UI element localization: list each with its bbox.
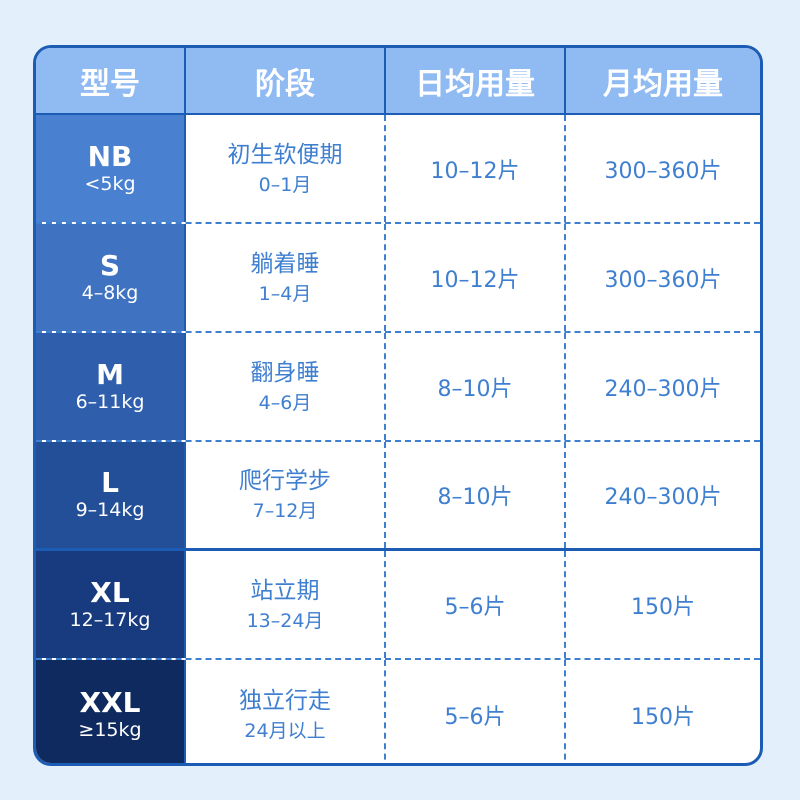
age-range: 4–6月 [258,391,312,414]
daily-usage: 8–10片 [384,442,564,548]
monthly-usage: 150片 [564,551,760,658]
monthly-usage: 300–360片 [564,115,760,222]
table-row: XXL ≥15kg 独立行走 24月以上 5–6片 150片 [36,660,760,763]
stage-cell: 躺着睡 1–4月 [184,224,384,331]
size-cell: L 9–14kg [36,442,184,548]
table-row: M 6–11kg 翻身睡 4–6月 8–10片 240–300片 [36,333,760,442]
stage-name: 独立行走 [239,688,331,714]
age-range: 1–4月 [258,282,312,305]
stage-cell: 站立期 13–24月 [184,551,384,658]
stage-cell: 初生软便期 0–1月 [184,115,384,222]
weight-range: 9–14kg [75,499,145,521]
header-monthly: 月均用量 [564,48,760,113]
stage-cell: 爬行学步 7–12月 [184,442,384,548]
monthly-usage: 240–300片 [564,333,760,440]
size-label: L [101,466,119,499]
size-cell: NB <5kg [36,115,184,222]
header-daily: 日均用量 [384,48,564,113]
stage-name: 翻身睡 [250,359,320,386]
weight-range: 12–17kg [69,608,151,631]
size-chart-table: 型号 阶段 日均用量 月均用量 NB <5kg 初生软便期 0–1月 10–12… [33,45,763,766]
stage-name: 站立期 [250,577,320,604]
header-size: 型号 [80,66,140,102]
stage-name: 初生软便期 [227,141,343,168]
monthly-usage: 240–300片 [564,442,760,548]
size-label: NB [87,139,133,173]
header-stage: 阶段 [184,48,384,113]
size-label: XL [90,575,130,609]
age-range: 7–12月 [252,500,318,522]
weight-range: 4–8kg [81,281,139,304]
stage-cell: 独立行走 24月以上 [184,660,384,763]
daily-usage: 10–12片 [384,224,564,331]
table-row: L 9–14kg 爬行学步 7–12月 8–10片 240–300片 [36,442,760,551]
size-label: S [99,248,121,282]
size-label: XXL [79,686,141,719]
table-row: XL 12–17kg 站立期 13–24月 5–6片 150片 [36,551,760,660]
age-range: 0–1月 [258,173,312,196]
stage-name: 爬行学步 [239,468,331,494]
stage-name: 躺着睡 [250,250,320,277]
table-row: NB <5kg 初生软便期 0–1月 10–12片 300–360片 [36,115,760,224]
weight-range: 6–11kg [75,390,145,413]
daily-usage: 5–6片 [384,551,564,658]
weight-range: ≥15kg [78,719,142,741]
age-range: 13–24月 [246,609,324,632]
size-cell: XXL ≥15kg [36,660,184,763]
monthly-usage: 150片 [564,660,760,763]
age-range: 24月以上 [244,720,326,742]
size-cell: XL 12–17kg [36,551,184,658]
weight-range: <5kg [84,172,136,195]
stage-cell: 翻身睡 4–6月 [184,333,384,440]
header-row: 型号 阶段 日均用量 月均用量 [36,48,760,115]
size-label: M [96,357,124,391]
monthly-usage: 300–360片 [564,224,760,331]
daily-usage: 10–12片 [384,115,564,222]
size-cell: M 6–11kg [36,333,184,440]
table-row: S 4–8kg 躺着睡 1–4月 10–12片 300–360片 [36,224,760,333]
size-cell: S 4–8kg [36,224,184,331]
daily-usage: 5–6片 [384,660,564,763]
daily-usage: 8–10片 [384,333,564,440]
